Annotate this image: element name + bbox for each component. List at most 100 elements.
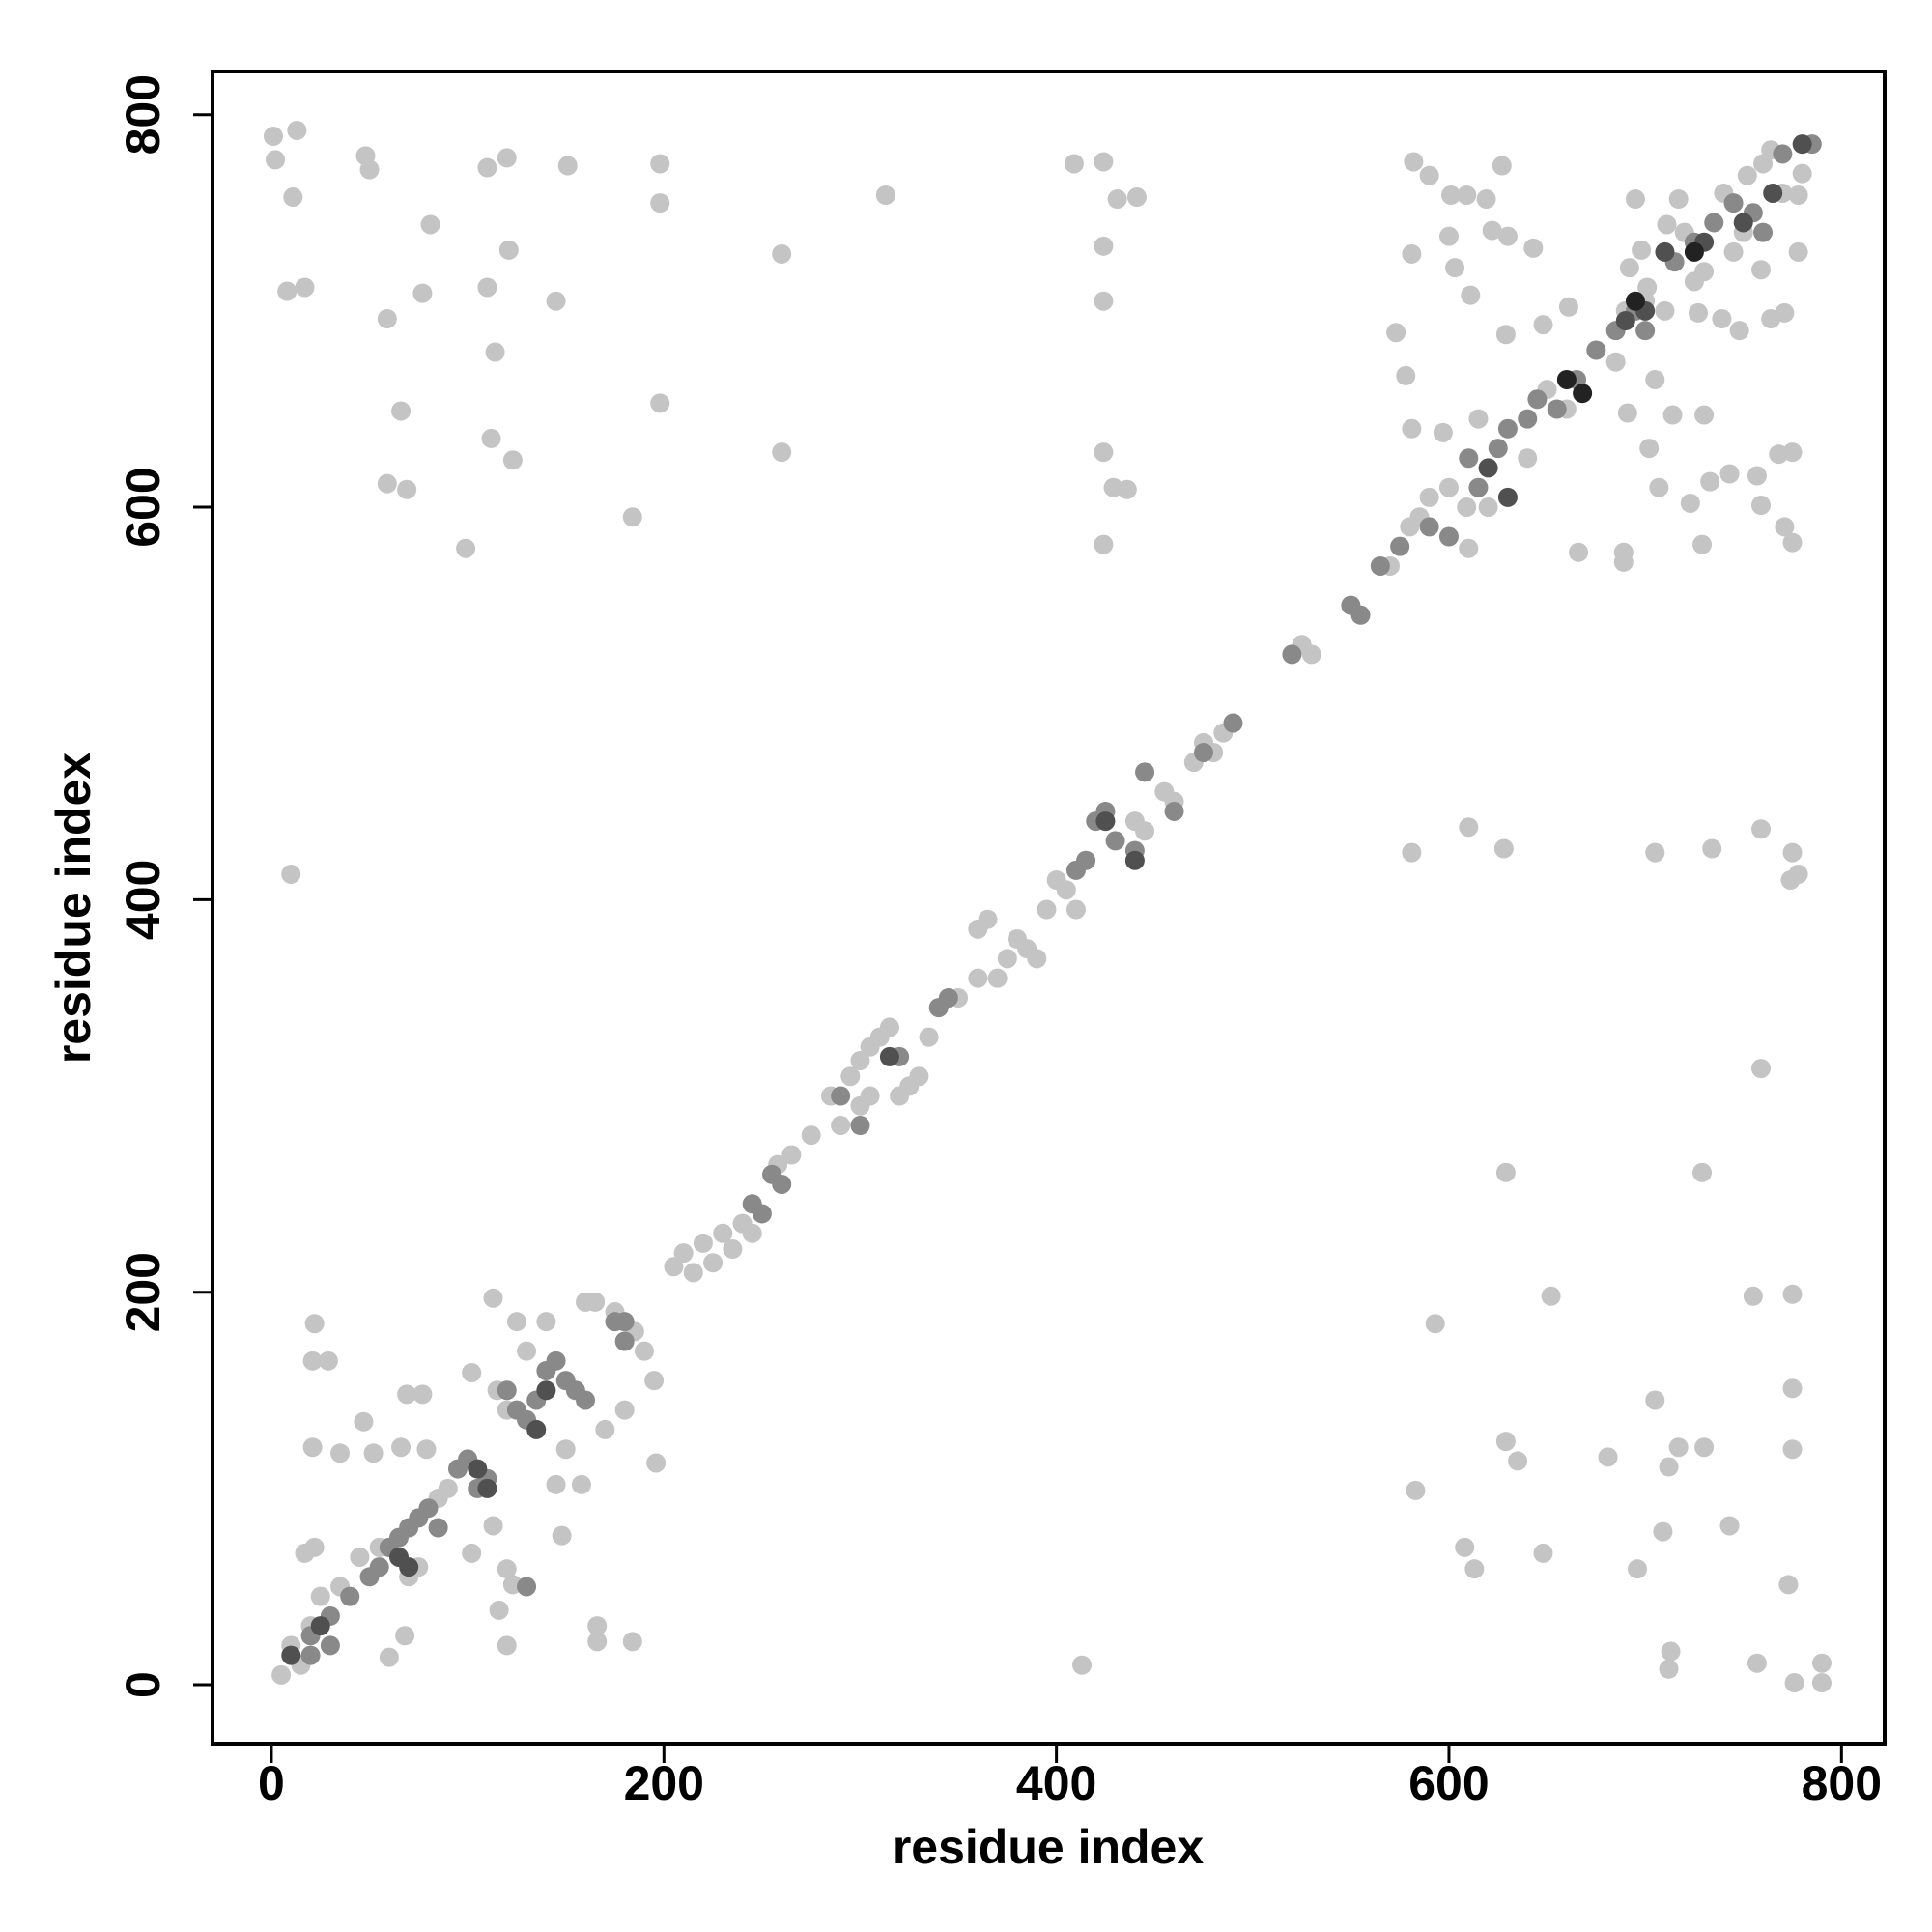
point	[1782, 1378, 1803, 1399]
point	[1445, 258, 1465, 278]
point	[831, 1086, 851, 1106]
point	[468, 1459, 488, 1479]
point	[281, 864, 301, 884]
point	[318, 1350, 338, 1371]
point	[377, 308, 397, 328]
y-tick-label: 0	[116, 1671, 170, 1698]
point	[1617, 403, 1637, 423]
point	[546, 291, 566, 311]
point	[536, 1312, 556, 1332]
point	[397, 479, 417, 499]
point	[1723, 193, 1744, 213]
point	[1558, 297, 1578, 317]
point	[646, 1453, 667, 1473]
point	[1763, 183, 1783, 203]
point	[1788, 242, 1808, 262]
point	[576, 1292, 596, 1312]
point	[1615, 311, 1635, 331]
point	[1684, 271, 1704, 292]
point	[1037, 899, 1057, 920]
point	[1495, 1162, 1516, 1182]
point	[483, 1288, 503, 1308]
point	[1508, 1451, 1528, 1471]
point	[1419, 165, 1439, 185]
point	[462, 1543, 482, 1563]
point	[1461, 285, 1481, 305]
x-tick-label: 400	[1016, 1756, 1096, 1810]
point	[1655, 300, 1675, 321]
point	[517, 1341, 537, 1361]
point	[1719, 1516, 1740, 1536]
point	[1659, 1659, 1679, 1679]
point	[772, 243, 792, 264]
x-tick-label: 600	[1408, 1756, 1489, 1810]
point	[1684, 242, 1704, 262]
point	[1645, 369, 1665, 389]
point	[557, 156, 578, 176]
point	[1661, 1641, 1681, 1662]
point	[1056, 880, 1076, 900]
point	[502, 450, 523, 470]
point	[650, 154, 670, 174]
point	[1455, 1537, 1475, 1557]
point	[555, 1439, 576, 1460]
point	[1468, 477, 1489, 497]
point	[1733, 213, 1753, 233]
point	[1350, 605, 1371, 625]
point	[875, 185, 895, 205]
point	[1628, 1559, 1648, 1579]
point	[1753, 154, 1774, 174]
point	[363, 1443, 384, 1463]
point	[1613, 552, 1634, 572]
point	[418, 1498, 439, 1519]
point	[1459, 817, 1479, 838]
point	[546, 1350, 566, 1371]
point	[438, 1478, 458, 1498]
point	[1223, 713, 1243, 733]
point	[1704, 213, 1724, 233]
point	[1743, 1286, 1763, 1306]
point	[526, 1419, 547, 1439]
point	[1105, 831, 1125, 851]
point	[1649, 477, 1669, 497]
point	[1792, 163, 1812, 184]
point	[1662, 405, 1683, 425]
point	[497, 148, 517, 168]
point	[1402, 418, 1422, 439]
point	[772, 1174, 792, 1194]
point	[359, 159, 380, 180]
point	[1425, 1314, 1445, 1334]
point	[644, 1371, 665, 1391]
point	[634, 1341, 654, 1361]
point	[428, 1518, 448, 1538]
point	[552, 1525, 572, 1546]
point	[1569, 542, 1589, 562]
point	[1402, 243, 1422, 264]
point	[571, 1474, 591, 1494]
point	[614, 1400, 635, 1420]
point	[1433, 422, 1453, 442]
point	[1478, 458, 1498, 478]
point	[377, 473, 397, 494]
point	[1497, 226, 1518, 246]
point	[1792, 134, 1812, 155]
point	[1164, 801, 1184, 821]
point	[1390, 536, 1410, 556]
point	[1404, 152, 1424, 172]
point	[300, 1645, 321, 1665]
point	[412, 1384, 433, 1405]
point	[266, 150, 286, 170]
point	[1495, 325, 1516, 345]
point	[1655, 242, 1675, 262]
point	[650, 393, 670, 413]
point	[1747, 466, 1767, 486]
point	[703, 1253, 724, 1273]
point	[1095, 811, 1116, 832]
y-tick-label: 600	[116, 467, 170, 547]
point	[1573, 384, 1593, 404]
point	[1788, 185, 1808, 205]
point	[263, 127, 283, 147]
point	[1625, 291, 1645, 311]
